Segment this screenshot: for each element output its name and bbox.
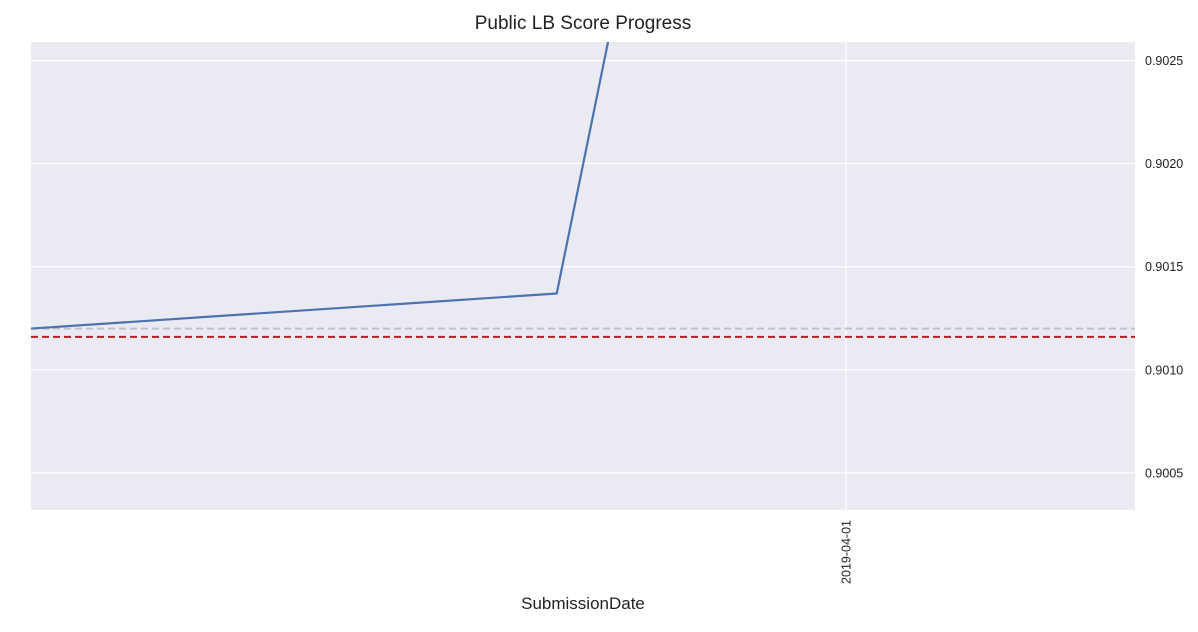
y-tick-label: 0.9015 [1145,260,1183,274]
x-axis-label: SubmissionDate [521,594,645,613]
x-tick-label: 2019-04-01 [839,520,853,584]
y-axis-ticks: 0.9005 0.9010 0.9015 0.9020 0.9025 [1145,54,1183,480]
chart-title: Public LB Score Progress [474,13,692,34]
y-tick-label: 0.9025 [1145,54,1183,68]
series-layer [31,42,610,330]
plot-background [31,42,1135,510]
y-tick-label: 0.9010 [1145,363,1183,377]
y-tick-label: 0.9020 [1145,157,1183,171]
x-axis-ticks: 2019-04-01 [839,520,853,584]
reference-lines [31,327,1135,338]
y-tick-label: 0.9005 [1145,466,1183,480]
series-line [31,42,610,330]
